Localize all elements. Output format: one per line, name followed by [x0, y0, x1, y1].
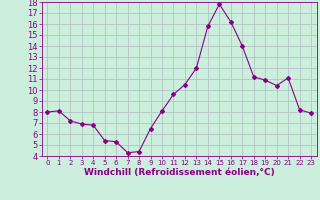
X-axis label: Windchill (Refroidissement éolien,°C): Windchill (Refroidissement éolien,°C)	[84, 168, 275, 177]
